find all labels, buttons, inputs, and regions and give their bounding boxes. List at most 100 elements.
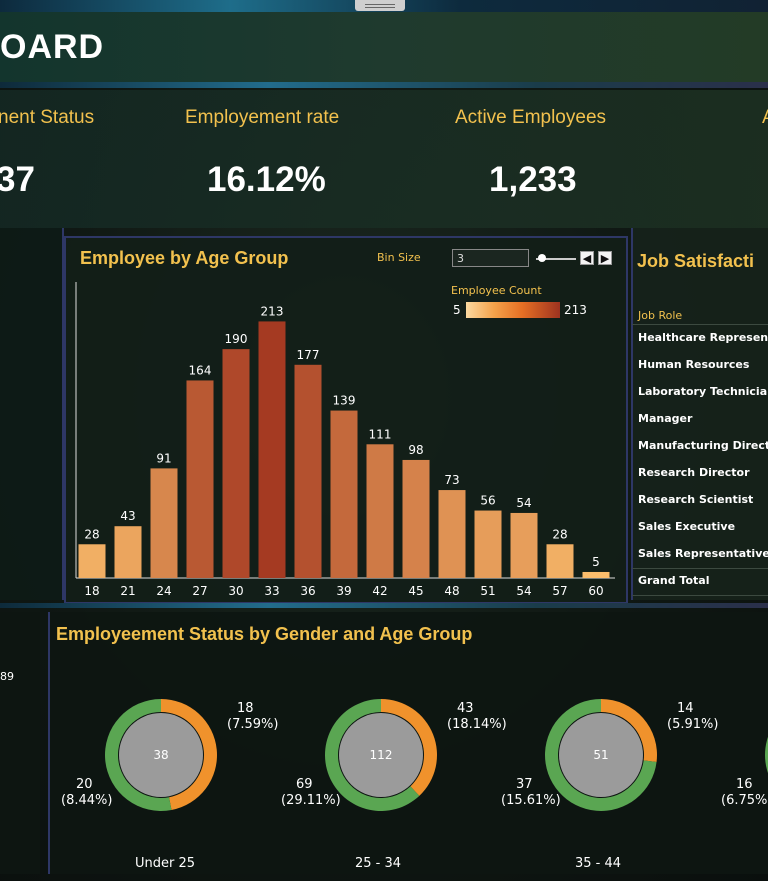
age-bar-chart: 28 18 43 21 91 24 164 27 190 30 213 33 177 36 139 39 111… [75, 282, 615, 598]
x-tick-label: 24 [156, 584, 171, 598]
legend-color-bar [466, 302, 560, 318]
bar-value-label: 213 [261, 304, 284, 318]
donut-segment-green[interactable] [325, 699, 420, 811]
bar[interactable] [510, 512, 538, 578]
donut-center-value: 112 [370, 748, 393, 762]
job-role-row[interactable]: Sales Executive [638, 520, 736, 533]
bar[interactable] [546, 544, 574, 578]
age-group-label: Under 25 [135, 856, 196, 871]
x-tick-label: 60 [588, 584, 603, 598]
bar[interactable] [366, 444, 394, 578]
bar[interactable] [402, 459, 430, 578]
bar[interactable] [186, 380, 214, 578]
job-role-row[interactable]: Laboratory Technician [638, 385, 768, 398]
x-tick-label: 51 [480, 584, 495, 598]
kpi-label-status: nent Status [0, 107, 95, 128]
x-tick-label: 57 [552, 584, 567, 598]
status-donut-chart: 38 112 51 [105, 699, 768, 811]
bar[interactable] [474, 510, 502, 578]
x-tick-label: 39 [336, 584, 351, 598]
x-tick-label: 33 [264, 584, 279, 598]
bar-value-label: 56 [480, 494, 495, 508]
page-title: OARD [0, 28, 105, 66]
donut-center-value: 38 [153, 748, 168, 762]
separator [0, 603, 768, 608]
age-group-label: 25 - 34 [355, 856, 402, 871]
bar-value-label: 54 [516, 496, 531, 510]
bar-value-label: 190 [225, 332, 248, 346]
donut-segment-orange[interactable] [381, 699, 437, 796]
x-tick-label: 36 [300, 584, 315, 598]
row-divider [632, 595, 768, 596]
bar[interactable] [582, 571, 610, 578]
donut-center-value: 51 [593, 748, 608, 762]
job-role-row[interactable]: Manufacturing Director [638, 439, 768, 452]
bar[interactable] [330, 410, 358, 578]
green-count-label: 16 [736, 777, 753, 792]
green-pct-label: (8.44%) [61, 793, 113, 808]
bar-value-label: 139 [333, 394, 356, 408]
drag-handle[interactable] [355, 0, 405, 11]
job-role-row[interactable]: Research Scientist [638, 493, 754, 506]
job-role-row[interactable]: Healthcare Representa [638, 331, 768, 344]
kpi-value-employment-rate: 16.12% [207, 160, 326, 199]
x-tick-label: 21 [120, 584, 135, 598]
kpi-value-active-employees: 1,233 [489, 160, 577, 199]
bin-size-input[interactable]: 3 [452, 249, 529, 267]
x-tick-label: 45 [408, 584, 423, 598]
kpi-label-employment-rate: Employement rate [185, 107, 340, 128]
donut-center [559, 713, 643, 797]
x-tick-label: 54 [516, 584, 531, 598]
kpi-label-active-employees: Active Employees [455, 107, 607, 128]
bar-value-label: 111 [369, 427, 392, 441]
orange-count-label: 43 [457, 701, 474, 716]
job-role-row[interactable]: Sales Representative [638, 547, 768, 560]
bar-value-label: 98 [408, 443, 423, 457]
job-role-row[interactable]: Human Resources [638, 358, 750, 371]
bar[interactable] [294, 364, 322, 578]
x-tick-label: 27 [192, 584, 207, 598]
row-divider [632, 568, 768, 569]
bar[interactable] [150, 468, 178, 578]
bar-value-label: 91 [156, 451, 171, 465]
left-value: 89 [0, 670, 14, 683]
chevron-left-icon[interactable]: ◀ [580, 251, 594, 265]
orange-count-label: 18 [237, 701, 254, 716]
slider-knob[interactable] [538, 254, 546, 262]
kpi-value-status: 37 [0, 160, 35, 199]
bar[interactable] [222, 349, 250, 578]
bar[interactable] [438, 490, 466, 578]
donut-segment-orange[interactable] [601, 699, 657, 763]
donut-segment-green[interactable] [765, 699, 768, 811]
bar-value-label: 177 [297, 348, 320, 362]
bar-value-label: 5 [592, 555, 600, 569]
kpi-label-truncated: A [762, 107, 768, 129]
bar-value-label: 73 [444, 473, 459, 487]
donut-segment-green[interactable] [105, 699, 172, 811]
title-band [0, 12, 768, 82]
job-role-row[interactable]: Manager [638, 412, 693, 425]
bottom-left-panel [0, 612, 40, 874]
job-table-title: Job Satisfacti [637, 251, 755, 271]
legend-max: 213 [564, 303, 587, 317]
green-pct-label: (15.61%) [501, 793, 561, 808]
chevron-right-icon[interactable]: ▶ [598, 251, 612, 265]
row-divider [632, 324, 768, 325]
bin-size-slider[interactable] [536, 258, 576, 260]
legend-min: 5 [453, 303, 461, 317]
donut-segment-orange[interactable] [161, 699, 218, 811]
bar[interactable] [258, 321, 286, 578]
green-count-label: 37 [516, 777, 533, 792]
age-chart-title: Employee by Age Group [80, 248, 289, 268]
x-tick-label: 18 [84, 584, 99, 598]
x-tick-label: 42 [372, 584, 387, 598]
green-pct-label: (29.11%) [281, 793, 341, 808]
bar[interactable] [114, 526, 142, 578]
x-tick-label: 48 [444, 584, 459, 598]
job-role-row[interactable]: Research Director [638, 466, 750, 479]
bar[interactable] [78, 544, 106, 578]
bar-value-label: 43 [120, 509, 135, 523]
job-role-row[interactable]: Grand Total [638, 574, 710, 587]
left-panel [0, 228, 64, 600]
job-table-header: Job Role [638, 309, 683, 322]
